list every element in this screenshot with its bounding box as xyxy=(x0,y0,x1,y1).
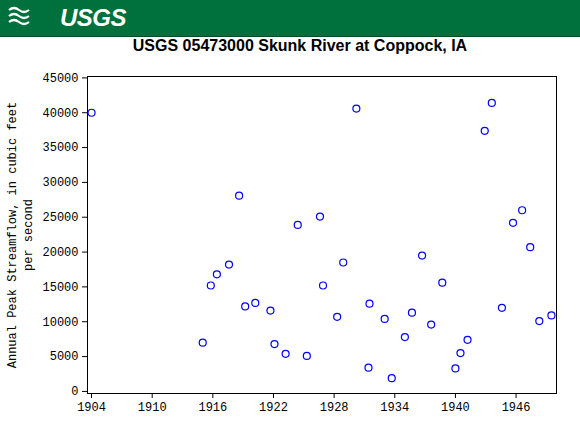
svg-text:20000: 20000 xyxy=(42,246,78,260)
svg-text:1946: 1946 xyxy=(502,401,531,415)
svg-text:1916: 1916 xyxy=(198,401,227,415)
svg-text:5000: 5000 xyxy=(50,350,79,364)
svg-text:0: 0 xyxy=(71,385,78,399)
svg-text:1904: 1904 xyxy=(77,401,106,415)
svg-text:1934: 1934 xyxy=(380,401,409,415)
svg-text:1940: 1940 xyxy=(441,401,470,415)
svg-text:30000: 30000 xyxy=(42,176,78,190)
html-text:Annual Peak Streamflow, in cub: Annual Peak Streamflow, in cubic feet pe… xyxy=(6,101,36,369)
svg-text:1928: 1928 xyxy=(320,401,349,415)
svg-text:1910: 1910 xyxy=(138,401,167,415)
svg-text:1922: 1922 xyxy=(259,401,288,415)
svg-text:25000: 25000 xyxy=(42,211,78,225)
svg-text:45000: 45000 xyxy=(42,72,78,86)
svg-text:40000: 40000 xyxy=(42,107,78,121)
svg-text:10000: 10000 xyxy=(42,316,78,330)
html-text:USGS: USGS xyxy=(60,4,126,31)
svg-text:35000: 35000 xyxy=(42,141,78,155)
html-text:USGS 05473000 Skunk River at C: USGS 05473000 Skunk River at Coppock, IA xyxy=(132,37,468,54)
svg-text:15000: 15000 xyxy=(42,281,78,295)
